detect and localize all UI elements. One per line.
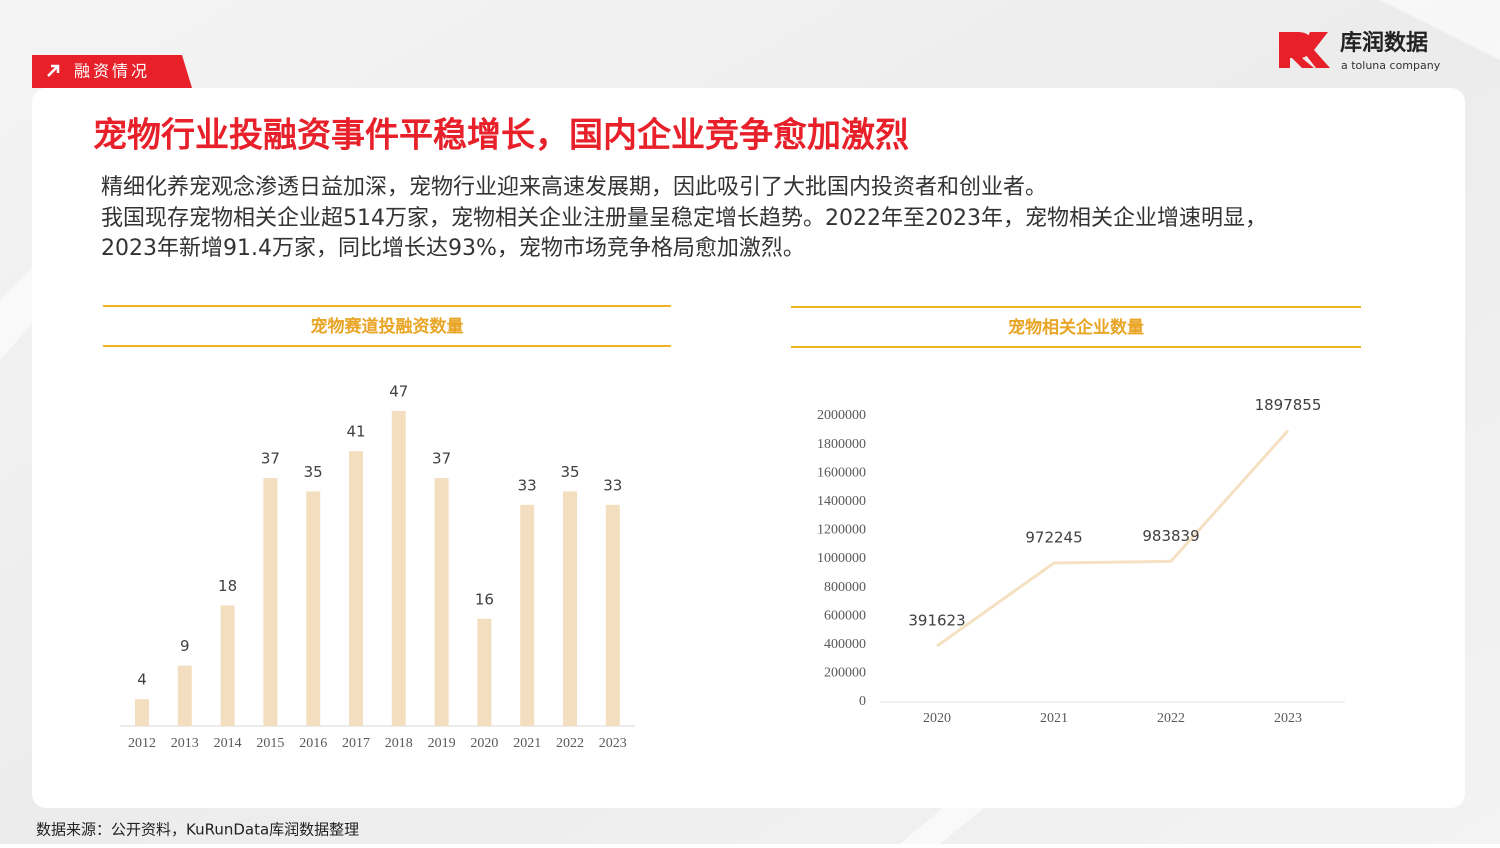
data-label: 972245 [1025, 528, 1082, 546]
body-line: 精细化养宠观念渗透日益加深，宠物行业迎来高速发展期，因此吸引了大批国内投资者和创… [101, 175, 1047, 200]
chart-title: 宠物相关企业数量 [1008, 317, 1144, 338]
data-label: 16 [475, 590, 494, 608]
x-tick-label: 2021 [513, 736, 541, 751]
data-label: 391623 [908, 611, 965, 629]
y-tick-label: 1800000 [817, 437, 866, 452]
data-label: 33 [603, 476, 622, 494]
card [32, 88, 1465, 808]
x-tick-label: 2018 [385, 736, 413, 751]
x-tick-label: 2016 [299, 736, 327, 751]
y-tick-label: 0 [859, 694, 866, 709]
logo-name: 库润数据 [1340, 30, 1428, 56]
tag-icon [47, 64, 60, 77]
source: 数据来源：公开资料，KuRunData库润数据整理 [36, 821, 359, 839]
bar [520, 504, 535, 726]
x-tick-label: 2022 [556, 736, 584, 751]
tag-box [32, 55, 192, 88]
title: 宠物行业投融资事件平稳增长，国内企业竞争愈加激烈 [93, 116, 909, 156]
x-tick-label: 2023 [599, 736, 627, 751]
bar [220, 605, 235, 726]
y-tick-label: 1000000 [817, 551, 866, 566]
data-label: 4 [137, 671, 147, 689]
bar [177, 665, 192, 726]
data-label: 1897855 [1255, 396, 1322, 414]
logo-sub: a toluna company [1341, 59, 1441, 72]
data-label: 37 [432, 450, 451, 468]
body-line: 我国现存宠物相关企业超514万家，宠物相关企业注册量呈稳定增长趋势。2022年至… [101, 206, 1267, 231]
bar [135, 699, 149, 726]
y-tick-label: 1600000 [817, 465, 866, 480]
y-tick-label: 800000 [824, 580, 866, 595]
line [936, 429, 1290, 648]
x-tick-label: 2021 [1040, 711, 1068, 726]
data-label: 35 [304, 463, 323, 481]
y-tick-label: 1400000 [817, 494, 866, 509]
data-label: 41 [346, 423, 365, 441]
x-tick-label: 2023 [1274, 711, 1302, 726]
body-line: 2023年新增91.4万家，同比增长达93%，宠物市场竞争格局愈加激烈。 [101, 236, 805, 261]
y-tick-label: 200000 [824, 666, 866, 681]
x-tick-label: 2012 [128, 736, 156, 751]
bar [306, 491, 321, 726]
bar [263, 478, 278, 726]
x-tick-label: 2020 [470, 736, 498, 751]
bar [605, 504, 620, 726]
logo: 库润数据 a toluna company [1279, 30, 1441, 72]
data-label: 9 [180, 637, 190, 655]
x-tick-label: 2014 [214, 736, 242, 751]
tag-text: 融资情况 [74, 62, 150, 81]
x-tick-label: 2015 [256, 736, 284, 751]
logo-mark [1279, 32, 1314, 68]
y-tick-label: 1200000 [817, 523, 866, 538]
data-label: 983839 [1142, 527, 1199, 545]
x-tick-label: 2022 [1157, 711, 1185, 726]
bar [391, 411, 406, 726]
y-tick-label: 400000 [824, 637, 866, 652]
data-label: 33 [518, 476, 537, 494]
bar [349, 451, 363, 726]
chart-title: 宠物赛道投融资数量 [311, 316, 464, 337]
bar [434, 478, 449, 726]
x-tick-label: 2020 [923, 711, 951, 726]
bar [563, 491, 577, 726]
x-tick-label: 2019 [428, 736, 456, 751]
logo-mark [1302, 32, 1330, 68]
x-tick-label: 2013 [171, 736, 199, 751]
data-label: 47 [389, 383, 408, 401]
data-label: 37 [261, 450, 280, 468]
data-label: 18 [218, 577, 237, 595]
data-label: 35 [560, 463, 579, 481]
bar [477, 618, 492, 726]
y-tick-label: 2000000 [817, 408, 866, 423]
x-tick-label: 2017 [342, 736, 370, 751]
y-tick-label: 600000 [824, 608, 866, 623]
